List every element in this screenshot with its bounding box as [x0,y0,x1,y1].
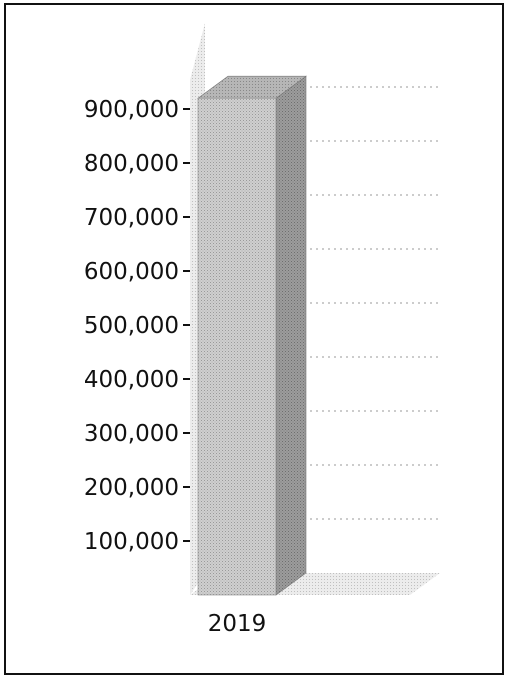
y-tick-label: 800,000 [84,151,179,177]
y-tick-label: 700,000 [84,205,179,231]
x-axis: 2019 [208,611,267,637]
bar-side [275,75,307,596]
bars [197,75,307,596]
x-category-label: 2019 [208,611,267,637]
y-tick-label: 100,000 [84,529,179,555]
y-tick-label: 600,000 [84,259,179,285]
y-tick-label: 500,000 [84,313,179,339]
bar [197,75,307,596]
y-axis: 100,000 200,000 300,000 400,000 500,000 600,0… [84,97,190,555]
y-tick-label: 400,000 [84,367,179,393]
y-tick-label: 300,000 [84,421,179,447]
bar-front [197,97,277,596]
y-tick-label: 200,000 [84,475,179,501]
y-tick-label: 900,000 [84,97,179,123]
